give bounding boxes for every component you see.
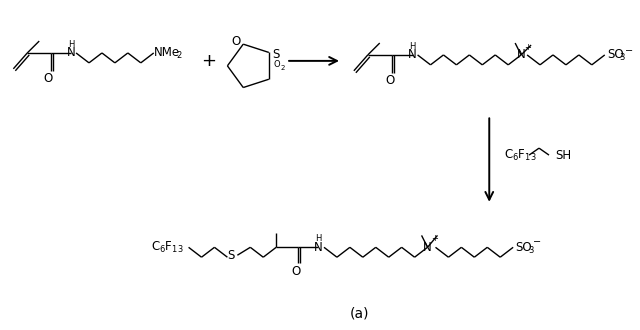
Text: NMe: NMe (154, 47, 180, 59)
Text: O: O (385, 74, 394, 87)
Text: SH: SH (555, 148, 571, 162)
Text: H: H (315, 234, 321, 243)
Text: N: N (314, 241, 323, 254)
Text: C$_6$F$_{13}$: C$_6$F$_{13}$ (504, 148, 537, 163)
Text: (a): (a) (350, 307, 369, 321)
Text: +: + (201, 52, 216, 70)
Text: O: O (232, 35, 241, 48)
Text: 3: 3 (528, 246, 534, 255)
Text: N: N (67, 47, 76, 59)
Text: SO: SO (607, 49, 623, 61)
Text: C$_6$F$_{13}$: C$_6$F$_{13}$ (151, 240, 183, 255)
Text: N: N (423, 241, 432, 254)
Text: N: N (408, 49, 417, 61)
Text: +: + (525, 43, 532, 51)
Text: S: S (228, 249, 235, 262)
Text: −: − (625, 46, 633, 56)
Text: H: H (410, 42, 416, 50)
Text: H: H (68, 40, 74, 49)
Text: N: N (516, 49, 525, 61)
Text: O: O (291, 265, 301, 278)
Text: S: S (272, 48, 280, 61)
Text: O: O (273, 60, 280, 69)
Text: O: O (44, 72, 53, 85)
Text: +: + (431, 234, 438, 243)
Text: 2: 2 (280, 65, 285, 71)
Text: 3: 3 (620, 53, 625, 62)
Text: −: − (533, 237, 541, 248)
Text: 2: 2 (177, 51, 182, 60)
Text: SO: SO (515, 241, 532, 254)
